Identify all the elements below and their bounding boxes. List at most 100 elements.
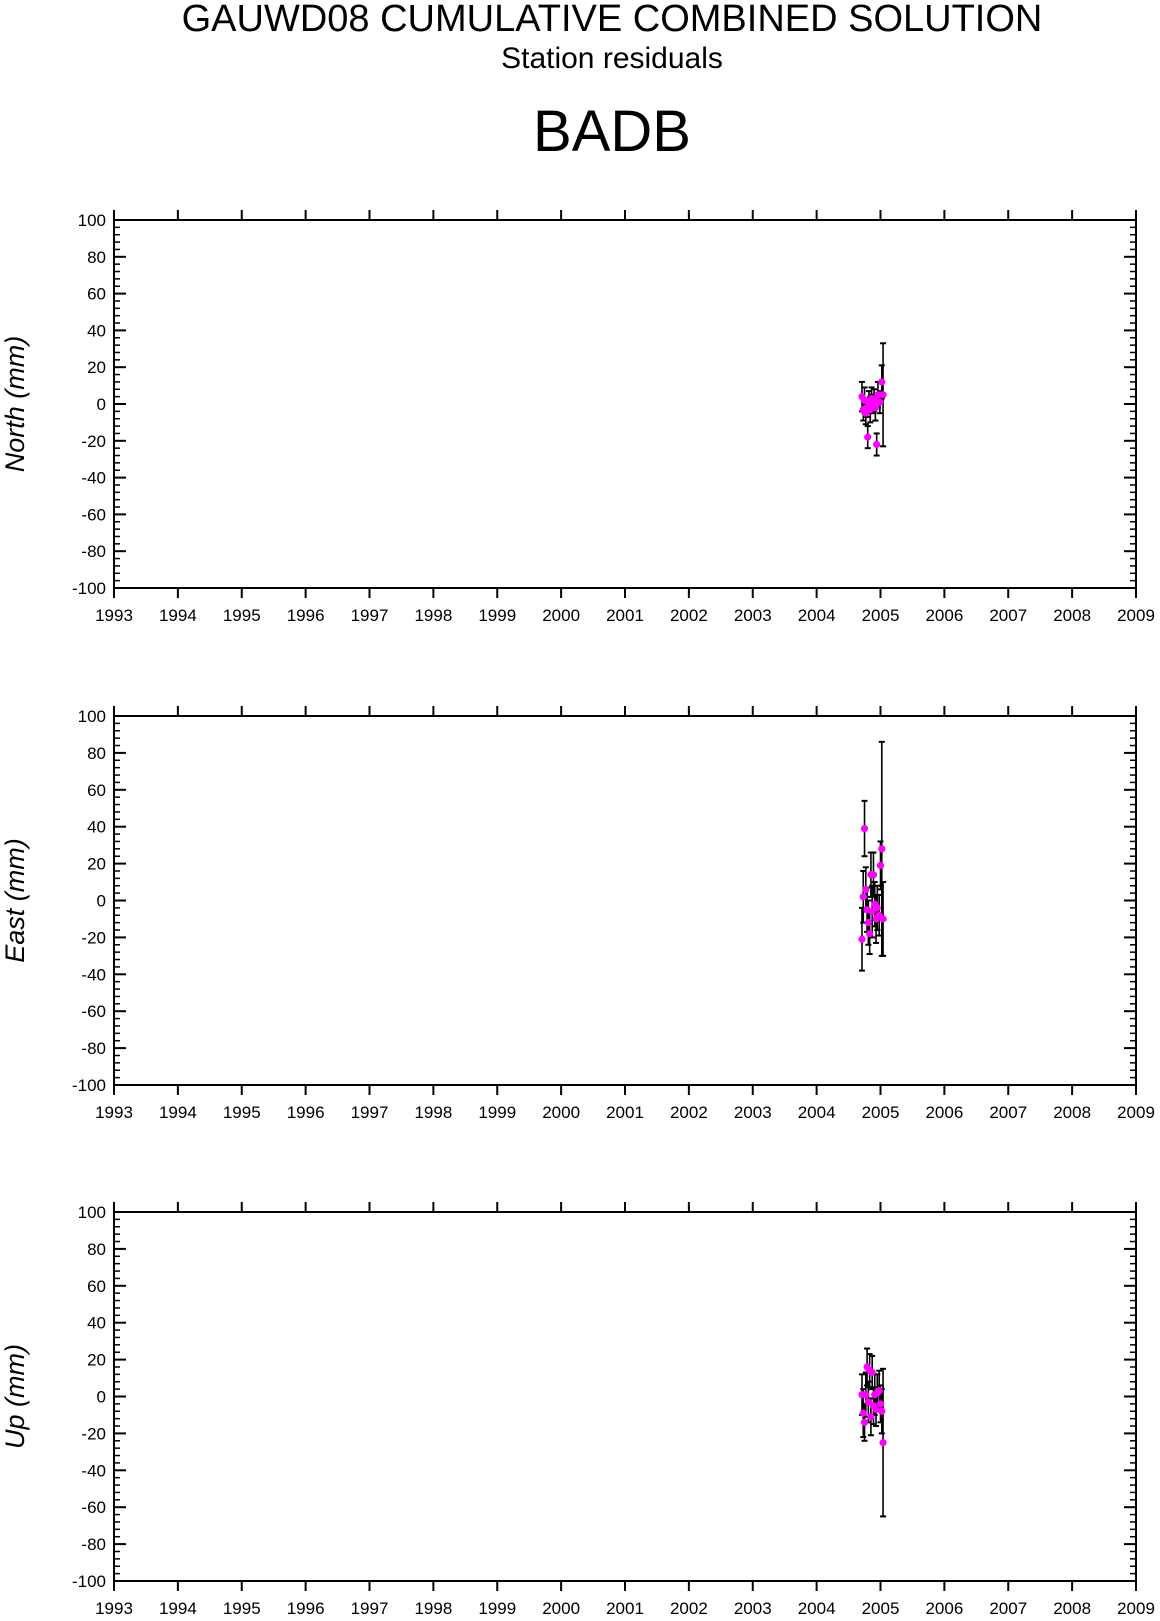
data-point: [862, 1391, 870, 1399]
x-tick-label: 2004: [798, 1599, 836, 1618]
x-tick-label: 1997: [351, 606, 389, 625]
x-tick-label: 2003: [734, 606, 772, 625]
y-tick-label: -60: [81, 1498, 106, 1517]
y-tick-label: -20: [81, 928, 106, 947]
x-tick-label: 1999: [478, 606, 516, 625]
x-tick-label: 2005: [862, 1103, 900, 1122]
y-tick-label: 0: [97, 1388, 106, 1407]
x-tick-label: 1995: [223, 1103, 261, 1122]
y-tick-label: 80: [87, 744, 106, 763]
data-point: [870, 396, 878, 404]
y-tick-label: -60: [81, 1002, 106, 1021]
y-axis-label: North (mm): [0, 336, 30, 473]
data-point: [879, 915, 887, 923]
x-tick-label: 1994: [159, 1103, 197, 1122]
x-tick-label: 2003: [734, 1103, 772, 1122]
x-tick-label: 2004: [798, 1103, 836, 1122]
data-point: [871, 404, 879, 412]
x-tick-label: 1995: [223, 1599, 261, 1618]
y-tick-label: -80: [81, 1039, 106, 1058]
data-point: [876, 1400, 885, 1408]
data-point: [872, 1405, 880, 1414]
plot-frame: [113, 1211, 1137, 1582]
data-point: [862, 885, 870, 894]
y-tick-label: 100: [78, 707, 106, 726]
data-point: [873, 904, 881, 912]
x-tick-label: 2009: [1117, 606, 1155, 625]
y-tick-label: -100: [72, 579, 106, 598]
x-tick-label: 1994: [159, 606, 197, 625]
data-point: [868, 907, 876, 916]
x-tick-label: 1998: [414, 1599, 452, 1618]
y-tick-label: 100: [78, 1203, 106, 1222]
y-tick-label: 60: [87, 1277, 106, 1296]
x-tick-label: 1994: [159, 1599, 197, 1618]
data-point: [864, 919, 872, 927]
y-tick-label: 20: [87, 855, 106, 874]
x-tick-label: 2000: [542, 1599, 580, 1618]
x-tick-label: 2002: [670, 1103, 708, 1122]
data-point: [879, 391, 887, 399]
x-tick-label: 2001: [606, 1103, 644, 1122]
y-tick-label: -40: [81, 1461, 106, 1480]
y-tick-label: 60: [87, 781, 106, 800]
x-tick-label: 1996: [287, 606, 325, 625]
data-point: [868, 1368, 876, 1377]
x-tick-label: 2001: [606, 606, 644, 625]
y-tick-label: -100: [72, 1076, 106, 1095]
x-tick-label: 2007: [989, 1103, 1027, 1122]
y-tick-label: -40: [81, 965, 106, 984]
x-tick-label: 1996: [287, 1599, 325, 1618]
x-tick-label: 2000: [542, 606, 580, 625]
data-point: [878, 1407, 886, 1415]
y-tick-label: 20: [87, 358, 106, 377]
data-point: [860, 824, 869, 833]
data-point: [874, 391, 882, 399]
y-tick-label: -80: [81, 1535, 106, 1554]
y-axis-label: East (mm): [0, 838, 30, 963]
plot-frame: [113, 715, 1137, 1086]
x-tick-label: 1997: [351, 1103, 389, 1122]
y-tick-label: 0: [97, 395, 106, 414]
x-tick-label: 2001: [606, 1599, 644, 1618]
x-tick-label: 2008: [1053, 1599, 1091, 1618]
x-tick-label: 2008: [1053, 1103, 1091, 1122]
x-tick-label: 1993: [95, 1103, 133, 1122]
data-point: [876, 861, 885, 870]
x-tick-label: 1995: [223, 606, 261, 625]
x-tick-label: 1999: [478, 1103, 516, 1122]
plot-frame: [113, 219, 1137, 589]
y-tick-label: -40: [81, 469, 106, 488]
y-tick-label: 100: [78, 211, 106, 230]
y-tick-label: 80: [87, 248, 106, 267]
y-tick-label: 40: [87, 818, 106, 837]
data-point: [860, 1418, 869, 1426]
x-tick-label: 2006: [925, 1599, 963, 1618]
data-point: [864, 1398, 872, 1406]
y-tick-label: 20: [87, 1351, 106, 1370]
chart-title: GAUWD08 CUMULATIVE COMBINED SOLUTION: [181, 0, 1043, 40]
x-tick-label: 1996: [287, 1103, 325, 1122]
x-tick-label: 1993: [95, 1599, 133, 1618]
x-tick-label: 2009: [1117, 1599, 1155, 1618]
y-tick-label: -20: [81, 432, 106, 451]
y-tick-label: 40: [87, 321, 106, 340]
y-tick-label: -100: [72, 1572, 106, 1591]
data-point: [864, 433, 872, 441]
data-point: [879, 1439, 887, 1447]
data-point: [878, 378, 886, 386]
y-tick-label: 80: [87, 1240, 106, 1259]
data-point: [867, 1413, 875, 1421]
y-tick-label: 40: [87, 1314, 106, 1333]
y-axis-label: Up (mm): [0, 1344, 30, 1449]
data-point: [875, 1387, 883, 1395]
data-point: [869, 871, 878, 879]
data-point: [878, 845, 886, 853]
x-tick-label: 1999: [478, 1599, 516, 1618]
x-tick-label: 2005: [862, 606, 900, 625]
x-tick-label: 1993: [95, 606, 133, 625]
x-tick-label: 1997: [351, 1599, 389, 1618]
data-point: [873, 440, 881, 449]
x-tick-label: 2009: [1117, 1103, 1155, 1122]
x-tick-label: 2008: [1053, 606, 1091, 625]
